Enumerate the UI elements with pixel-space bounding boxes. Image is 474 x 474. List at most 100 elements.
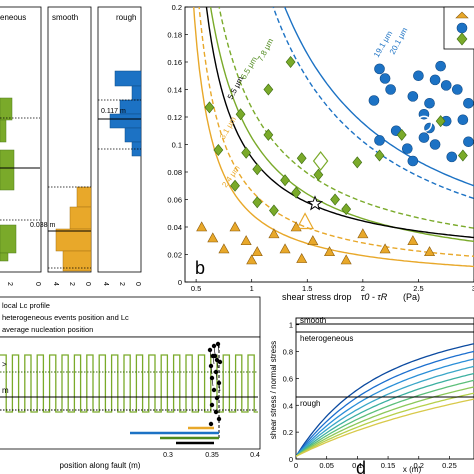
left-mark-gt: > — [2, 360, 7, 369]
heterogeneous-point — [263, 83, 274, 96]
rough-point — [374, 63, 385, 75]
histogram-bar — [0, 252, 9, 262]
average-rough-marker — [415, 115, 433, 133]
panel-d: 0 0.2 0.4 0.6 0.8 1 0 0.05 0.1 0.15 0.2 0.25 smoot… — [269, 316, 474, 474]
smooth-point — [240, 235, 252, 246]
event-point — [217, 359, 223, 365]
model-curve — [283, 7, 474, 187]
stress-curve — [296, 392, 474, 457]
panel-b-points — [196, 56, 474, 265]
rough-point — [457, 114, 469, 126]
heterogeneous-point — [213, 144, 224, 156]
stress-curve — [296, 343, 474, 457]
heterogeneous-point — [204, 101, 215, 114]
panel-d-label: d — [356, 458, 366, 474]
panel-a-col2-tick: 2 — [68, 282, 75, 286]
stress-curve — [296, 386, 474, 457]
heterogeneous-point — [396, 128, 407, 141]
event-point — [216, 416, 222, 422]
panel-b-x-label-text: shear stress drop — [282, 292, 352, 302]
panel-a-col1-frame — [0, 6, 42, 273]
x-tick-label: 0.05 — [319, 461, 334, 470]
histogram-bar — [0, 149, 15, 191]
heterogeneous-point — [330, 193, 340, 206]
smooth-point — [268, 228, 280, 239]
stress-curve — [296, 350, 474, 457]
heterogeneous-point — [252, 163, 263, 176]
smooth-point — [357, 228, 369, 239]
panel-a-col2-frame — [47, 6, 92, 273]
model-curve — [209, 7, 474, 243]
annotation-rough: rough — [300, 399, 320, 408]
y-tick-label: 0.2 — [172, 3, 182, 12]
stress-curve — [296, 379, 474, 457]
heterogeneous-point — [235, 108, 246, 121]
heterogeneous-point — [374, 149, 385, 162]
heterogeneous-point — [352, 156, 363, 169]
average-smooth-marker — [296, 212, 315, 230]
panel-b-x-label: shear stress drop τ0 - τR (Pa) — [282, 292, 420, 302]
panel-a-col3-title: rough — [116, 13, 136, 22]
legend-heterogeneous-events: heterogeneous events position and Lc — [2, 313, 129, 322]
histogram-bar — [109, 113, 142, 129]
smooth-point — [279, 243, 291, 254]
rough-point — [424, 97, 435, 109]
rough-point — [407, 91, 419, 102]
panel-d-y-axis: 0 0.2 0.4 0.6 0.8 1 — [283, 321, 299, 464]
panel-d-x-label: x (m) — [403, 465, 422, 474]
histogram-bar — [131, 141, 142, 157]
annotation-heterogeneous: heterogeneous — [300, 334, 353, 343]
smooth-point — [323, 246, 336, 257]
heterogeneous-point — [341, 203, 352, 216]
panel-a-col3-tick: 0 — [134, 282, 141, 286]
smooth-point — [229, 221, 241, 232]
panel-a-col2-title: smooth — [52, 13, 78, 22]
y-tick-label: 0.2 — [283, 428, 293, 437]
event-connector — [215, 371, 218, 381]
heterogeneous-point — [241, 146, 252, 159]
legend-frame — [443, 6, 474, 50]
heterogeneous-point — [313, 168, 324, 181]
panel-a-col3-tick: 4 — [102, 282, 109, 286]
histogram-bar — [62, 250, 92, 272]
y-tick-label: 0.04 — [167, 223, 182, 232]
legend-diamond-icon — [456, 32, 468, 46]
x-tick-label: 0.1 — [352, 461, 362, 470]
star-icon — [307, 195, 324, 211]
panel-a-col1-tick: 0 — [34, 282, 41, 286]
stress-curve — [296, 358, 474, 457]
rough-point — [368, 95, 380, 106]
rough-point — [374, 135, 385, 146]
legend-triangle-icon — [455, 11, 469, 19]
panel-c-x-tick: 0.4 — [250, 452, 260, 459]
x-tick-label: 0 — [294, 461, 298, 470]
panel-b-x-label-unit: (Pa) — [403, 292, 420, 302]
panel-d-y-label: shear stress / normal stress — [269, 341, 278, 439]
rough-point — [463, 97, 474, 109]
y-tick-label: 0.14 — [167, 86, 182, 95]
panel-a-col2-tick: 0 — [84, 282, 91, 286]
panel-c-x-tick: 0.35 — [205, 452, 219, 459]
legend-circle-icon — [456, 22, 468, 34]
y-tick-label: 0.06 — [167, 196, 182, 205]
panel-b-axes — [184, 6, 474, 283]
x-tick-label: 0.15 — [381, 461, 396, 470]
panel-a-col1-title: eneous — [0, 13, 26, 22]
event-connector — [216, 359, 219, 369]
legend-local-lc: local Lc profile — [2, 301, 50, 310]
x-tick-label: 0.5 — [191, 284, 201, 293]
histogram-bar — [76, 186, 92, 208]
smooth-point — [246, 254, 258, 265]
x-tick-label: 1 — [250, 284, 254, 293]
x-tick-label: 2.5 — [413, 284, 423, 293]
histogram-bar — [114, 70, 142, 87]
stress-curve — [296, 372, 474, 457]
y-tick-label: 0.08 — [167, 168, 182, 177]
panel-a-col1-bars — [0, 97, 40, 262]
rough-point — [385, 84, 396, 95]
model-curve — [218, 7, 474, 229]
panel-c-legend — [0, 296, 261, 338]
event-point — [208, 421, 214, 427]
rough-point — [429, 74, 441, 86]
